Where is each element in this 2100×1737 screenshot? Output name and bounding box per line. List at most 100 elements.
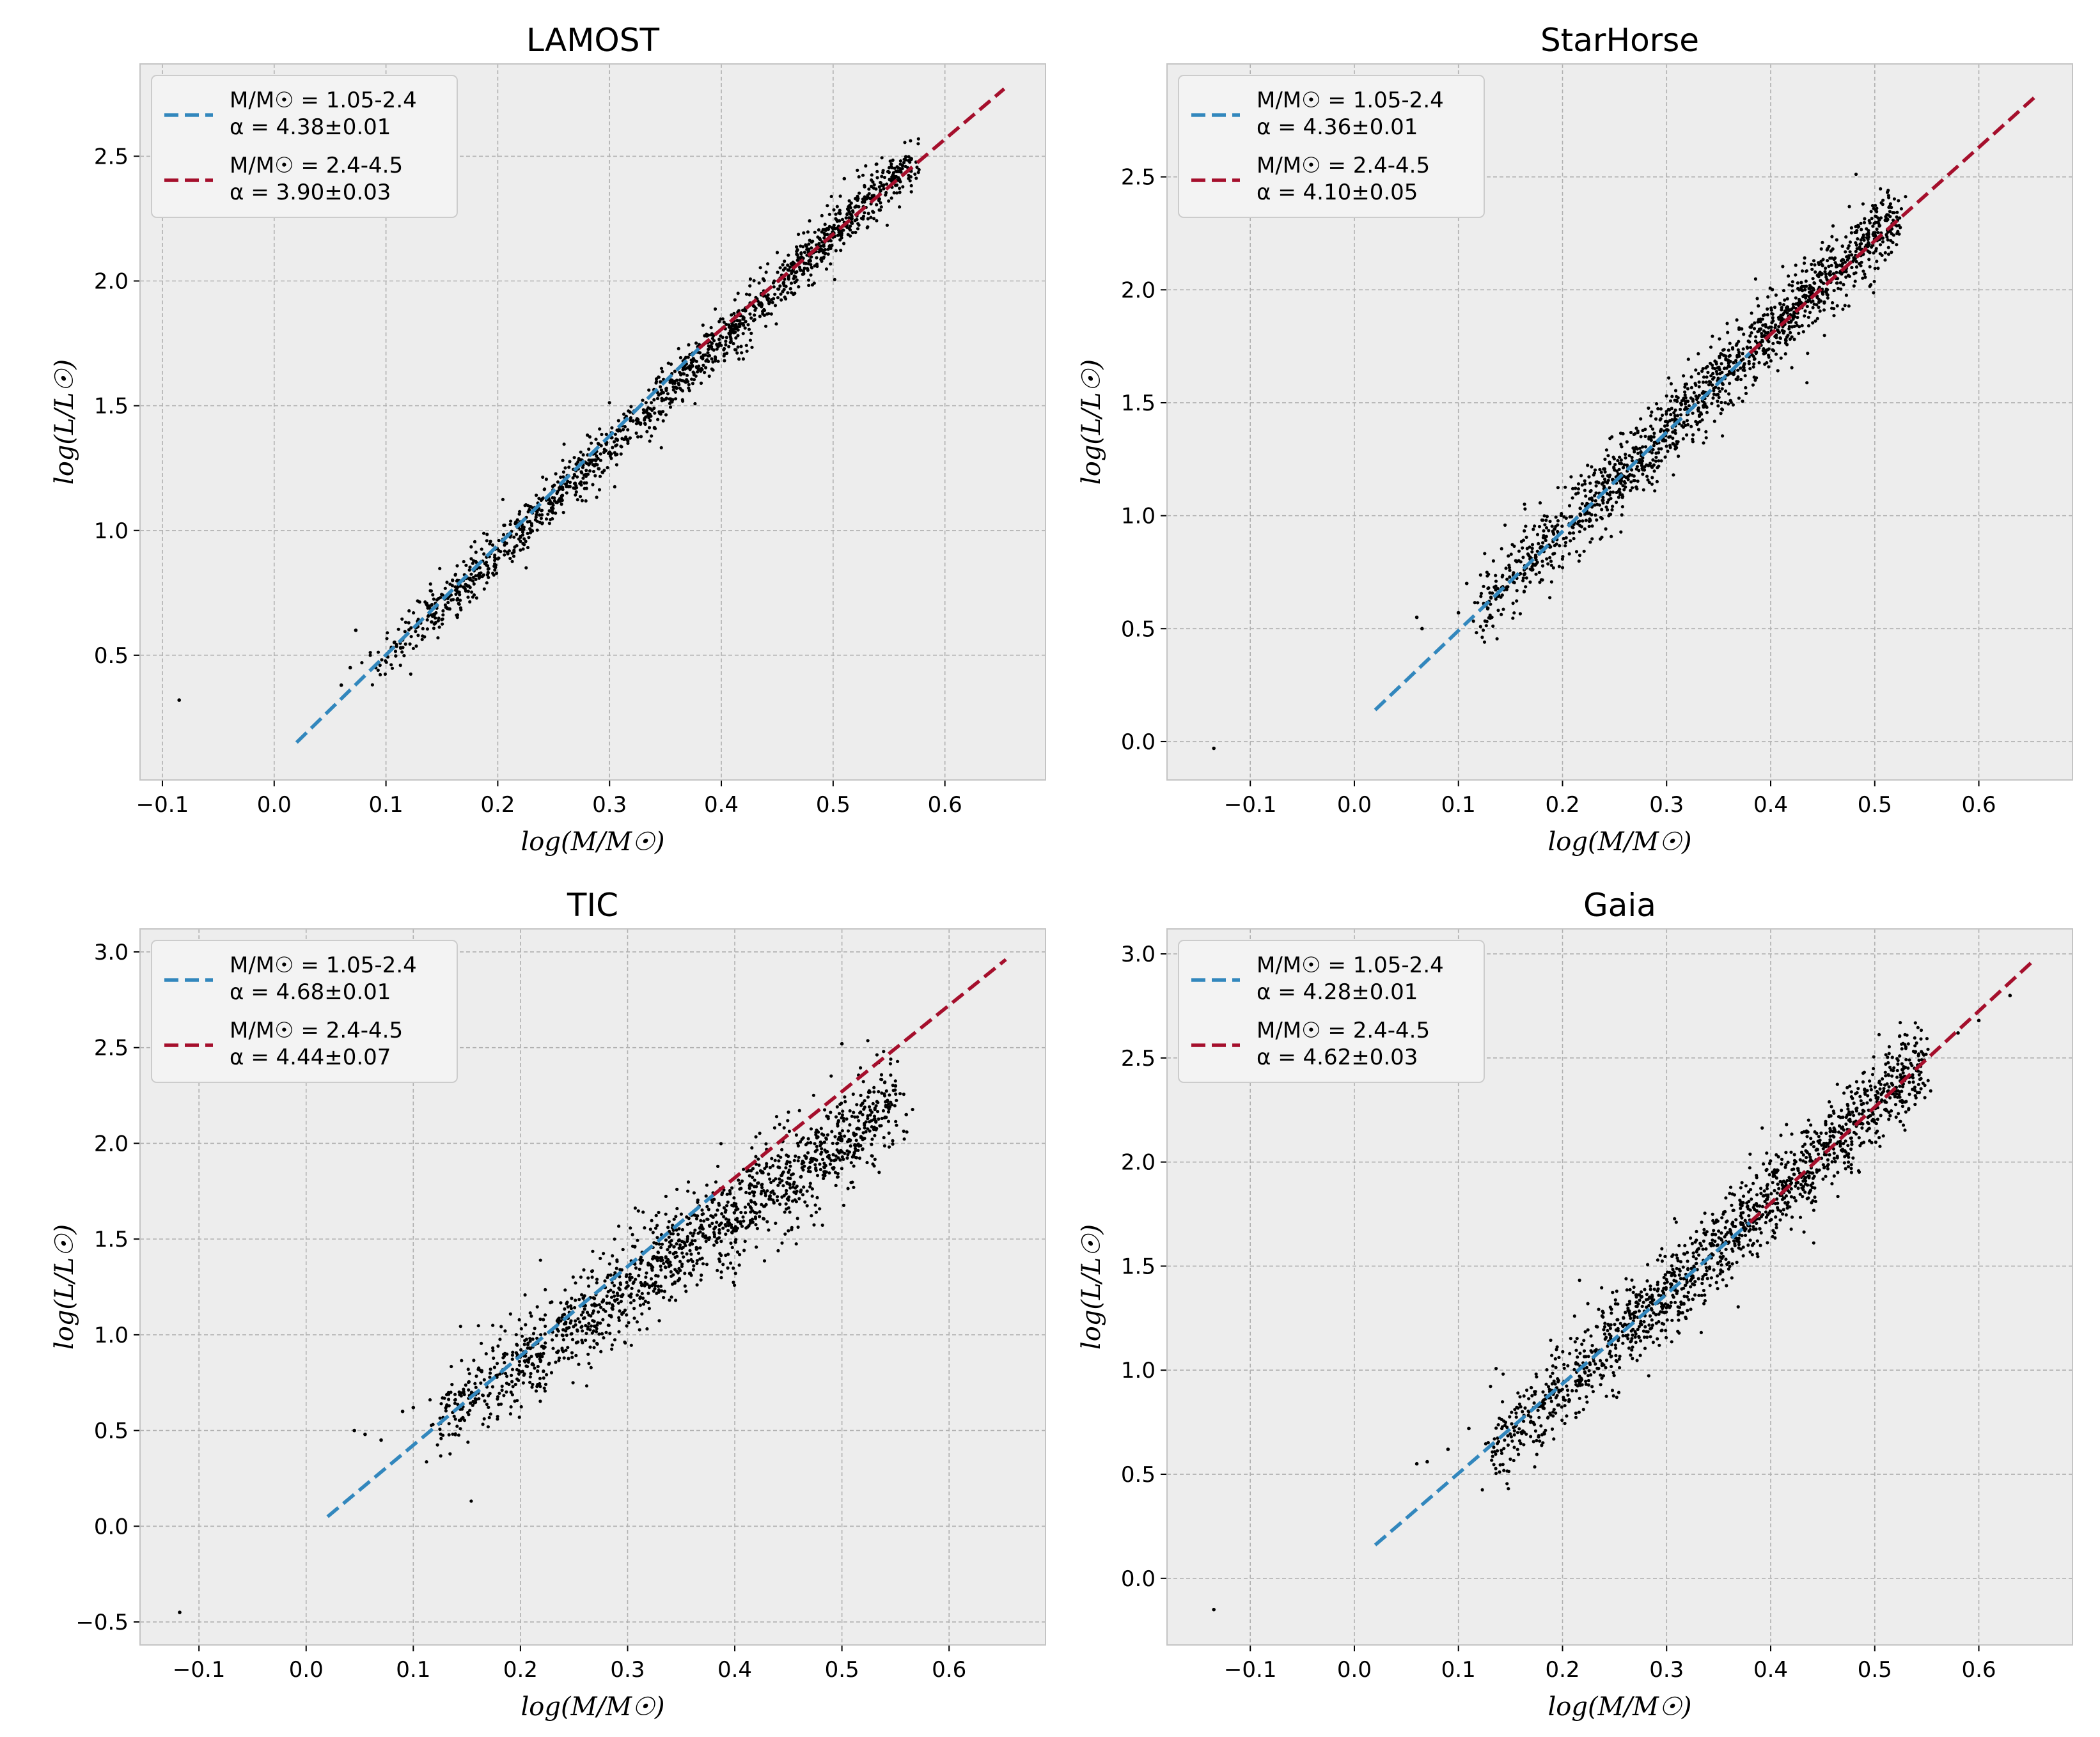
star-point bbox=[1617, 467, 1621, 471]
star-point bbox=[587, 1321, 591, 1325]
star-point bbox=[1608, 437, 1612, 440]
star-point bbox=[512, 549, 516, 552]
star-point bbox=[859, 1093, 863, 1097]
star-point bbox=[760, 303, 764, 308]
star-point bbox=[874, 1119, 878, 1123]
star-point bbox=[1655, 479, 1659, 484]
star-point bbox=[464, 1383, 467, 1387]
star-point bbox=[519, 1348, 523, 1351]
star-point bbox=[746, 1203, 751, 1206]
star-point bbox=[1801, 330, 1805, 334]
star-point bbox=[794, 1186, 797, 1190]
star-point bbox=[641, 1302, 646, 1306]
star-point bbox=[1659, 417, 1663, 421]
star-point bbox=[741, 1215, 745, 1219]
star-point bbox=[1624, 453, 1627, 456]
star-point bbox=[714, 1213, 717, 1217]
star-point bbox=[1769, 306, 1773, 310]
star-point bbox=[873, 1133, 877, 1137]
star-point bbox=[1505, 577, 1509, 581]
star-point bbox=[503, 1351, 507, 1355]
star-point bbox=[693, 1239, 697, 1243]
star-point bbox=[1578, 512, 1582, 516]
star-point bbox=[838, 1158, 842, 1162]
star-point bbox=[796, 1225, 800, 1229]
fit-line-low-mass bbox=[295, 347, 700, 744]
star-point bbox=[882, 187, 886, 191]
star-point bbox=[1854, 260, 1858, 263]
star-point bbox=[823, 222, 827, 226]
star-point bbox=[542, 1351, 545, 1355]
star-point bbox=[824, 1170, 828, 1174]
star-point bbox=[748, 1183, 751, 1187]
star-point bbox=[654, 381, 658, 385]
star-point bbox=[859, 1066, 863, 1070]
star-point bbox=[624, 435, 628, 439]
star-point bbox=[1586, 463, 1590, 467]
star-point bbox=[487, 1415, 491, 1419]
star-point bbox=[882, 1135, 886, 1140]
star-point bbox=[1486, 586, 1490, 591]
star-point bbox=[1659, 430, 1663, 433]
star-point bbox=[815, 1158, 819, 1162]
star-point bbox=[601, 1318, 605, 1321]
star-point bbox=[853, 219, 857, 222]
star-point bbox=[1524, 576, 1528, 580]
star-point bbox=[644, 1275, 648, 1279]
star-point bbox=[872, 1114, 877, 1118]
star-point bbox=[608, 1332, 612, 1336]
x-tick-label: −0.1 bbox=[173, 1657, 226, 1683]
star-point bbox=[1643, 1346, 1647, 1350]
star-point bbox=[835, 1142, 839, 1146]
star-point bbox=[1483, 619, 1487, 623]
star-point bbox=[1753, 321, 1757, 325]
star-point bbox=[1674, 1220, 1678, 1224]
star-point bbox=[894, 1119, 898, 1123]
star-point bbox=[1875, 210, 1879, 214]
star-point bbox=[781, 268, 785, 272]
star-point bbox=[645, 430, 649, 433]
star-point bbox=[815, 1136, 819, 1140]
star-point bbox=[705, 1263, 709, 1266]
star-point bbox=[588, 462, 592, 465]
star-point bbox=[1569, 475, 1573, 479]
star-point bbox=[591, 483, 595, 487]
star-point bbox=[1590, 537, 1594, 541]
star-point bbox=[1776, 369, 1780, 373]
star-point bbox=[1632, 479, 1636, 483]
y-tick-label: 1.0 bbox=[94, 1323, 129, 1348]
star-point bbox=[508, 1312, 512, 1316]
star-point bbox=[1550, 524, 1554, 528]
star-point bbox=[659, 1268, 663, 1272]
star-point bbox=[425, 618, 429, 622]
star-point bbox=[1672, 473, 1675, 477]
star-point bbox=[1630, 455, 1634, 460]
star-point bbox=[808, 219, 811, 223]
star-point bbox=[846, 1140, 850, 1144]
star-point bbox=[466, 1410, 470, 1415]
star-point bbox=[1736, 368, 1740, 372]
star-point bbox=[580, 1293, 584, 1297]
star-point bbox=[563, 1307, 567, 1311]
star-point bbox=[749, 331, 753, 336]
star-point bbox=[1754, 335, 1758, 339]
axes-frame bbox=[1166, 63, 2073, 781]
star-point bbox=[712, 1197, 716, 1201]
star-point bbox=[1589, 488, 1593, 493]
star-point bbox=[815, 1174, 820, 1178]
star-point bbox=[735, 1250, 740, 1254]
star-point bbox=[610, 426, 614, 430]
star-point bbox=[678, 370, 682, 375]
star-point bbox=[1697, 380, 1701, 384]
star-point bbox=[800, 1137, 804, 1141]
star-point bbox=[1889, 238, 1893, 243]
star-point bbox=[581, 1341, 584, 1344]
star-point bbox=[561, 475, 565, 479]
star-point bbox=[1854, 173, 1858, 176]
star-point bbox=[1862, 221, 1867, 224]
star-point bbox=[1833, 256, 1837, 260]
star-point bbox=[526, 545, 530, 550]
star-point bbox=[623, 1308, 627, 1312]
star-point bbox=[1728, 382, 1732, 386]
star-point bbox=[651, 1257, 655, 1261]
